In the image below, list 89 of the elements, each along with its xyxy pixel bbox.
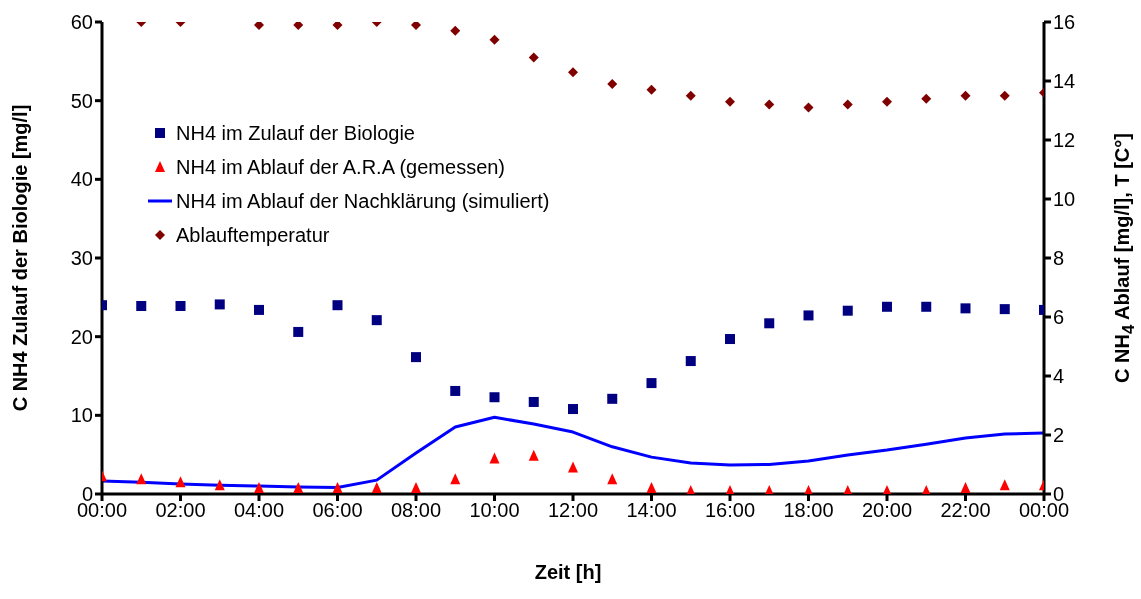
point <box>803 310 814 321</box>
point <box>646 378 657 389</box>
x-tick-label: 02:00 <box>155 499 206 522</box>
point <box>411 352 421 363</box>
y2-tick-label: 6 <box>1053 306 1065 329</box>
point <box>725 96 735 107</box>
point <box>882 96 892 107</box>
x-tick-label: 10:00 <box>469 499 520 522</box>
legend-label: NH4 im Ablauf der A.R.A (gemessen) <box>176 155 506 179</box>
point <box>607 78 618 89</box>
legend-label: Ablauftemperatur <box>176 223 330 247</box>
point <box>607 473 618 485</box>
point <box>411 482 421 494</box>
legend-label: NH4 im Ablauf der Nachklärung (simuliert) <box>176 189 550 213</box>
point <box>999 304 1010 315</box>
point <box>999 90 1010 101</box>
x-tick-label: 06:00 <box>312 499 363 522</box>
point <box>685 356 696 367</box>
point <box>764 99 775 110</box>
point <box>254 304 264 315</box>
point <box>332 300 343 311</box>
point <box>175 300 186 311</box>
y2-tick-label: 16 <box>1053 11 1076 34</box>
y-tick-label: 10 <box>70 404 93 427</box>
point <box>293 22 304 30</box>
x-axis-title: Zeit [h] <box>533 561 603 584</box>
y2-tick-label: 12 <box>1053 129 1076 152</box>
point <box>489 452 500 464</box>
point <box>136 300 147 311</box>
point <box>450 25 461 36</box>
point <box>646 482 657 494</box>
point <box>646 84 657 95</box>
point <box>568 404 578 415</box>
x-tick-label: 04:00 <box>233 499 285 522</box>
point <box>528 52 539 63</box>
point <box>607 393 618 404</box>
y-axis-title: C NH4 Zulauf der Biologie [mg/l] <box>8 104 32 412</box>
y-tick-label: 30 <box>70 247 93 270</box>
point <box>332 482 343 494</box>
x-tick-label: 14:00 <box>626 499 677 522</box>
point <box>293 482 304 494</box>
point <box>489 392 500 403</box>
point <box>293 326 304 337</box>
y-tick-label: 60 <box>70 11 93 34</box>
legend-label: NH4 im Zulauf der Biologie <box>176 121 415 145</box>
x-tick-label: 18:00 <box>783 499 834 522</box>
point <box>371 482 382 494</box>
point <box>528 449 539 461</box>
point <box>725 334 735 345</box>
y2-tick-label: 2 <box>1053 424 1065 447</box>
point <box>960 90 971 101</box>
point <box>175 476 186 488</box>
point <box>842 305 853 316</box>
point <box>489 34 500 45</box>
point <box>999 479 1010 491</box>
point <box>214 299 225 310</box>
point <box>136 473 147 485</box>
point <box>842 99 853 110</box>
point <box>450 385 461 396</box>
y-tick-label: 40 <box>70 168 93 191</box>
point <box>921 93 932 104</box>
point <box>450 473 461 485</box>
y2-tick-label: 10 <box>1053 188 1076 211</box>
x-tick-label: 08:00 <box>390 499 442 522</box>
point <box>685 90 696 101</box>
point <box>528 396 539 407</box>
point <box>960 303 971 314</box>
point <box>371 315 382 326</box>
point <box>764 318 775 329</box>
point <box>803 102 814 113</box>
x-tick-label: 16:00 <box>704 499 756 522</box>
y-tick-label: 20 <box>70 325 93 348</box>
point <box>960 482 971 494</box>
y2-tick-label: 14 <box>1053 70 1076 93</box>
x-tick-label: 20:00 <box>861 499 913 522</box>
y2-tick-label: 4 <box>1053 365 1065 388</box>
point <box>568 461 578 473</box>
point <box>254 482 264 494</box>
point <box>254 22 264 30</box>
point <box>214 479 225 491</box>
y2-tick-label: 8 <box>1053 247 1065 270</box>
point <box>332 22 343 30</box>
point <box>568 67 578 78</box>
point <box>921 301 932 312</box>
point <box>411 22 421 30</box>
y-tick-label: 50 <box>70 89 93 112</box>
x-tick-label: 22:00 <box>940 499 991 522</box>
point <box>882 301 892 312</box>
x-tick-label: 12:00 <box>547 499 599 522</box>
